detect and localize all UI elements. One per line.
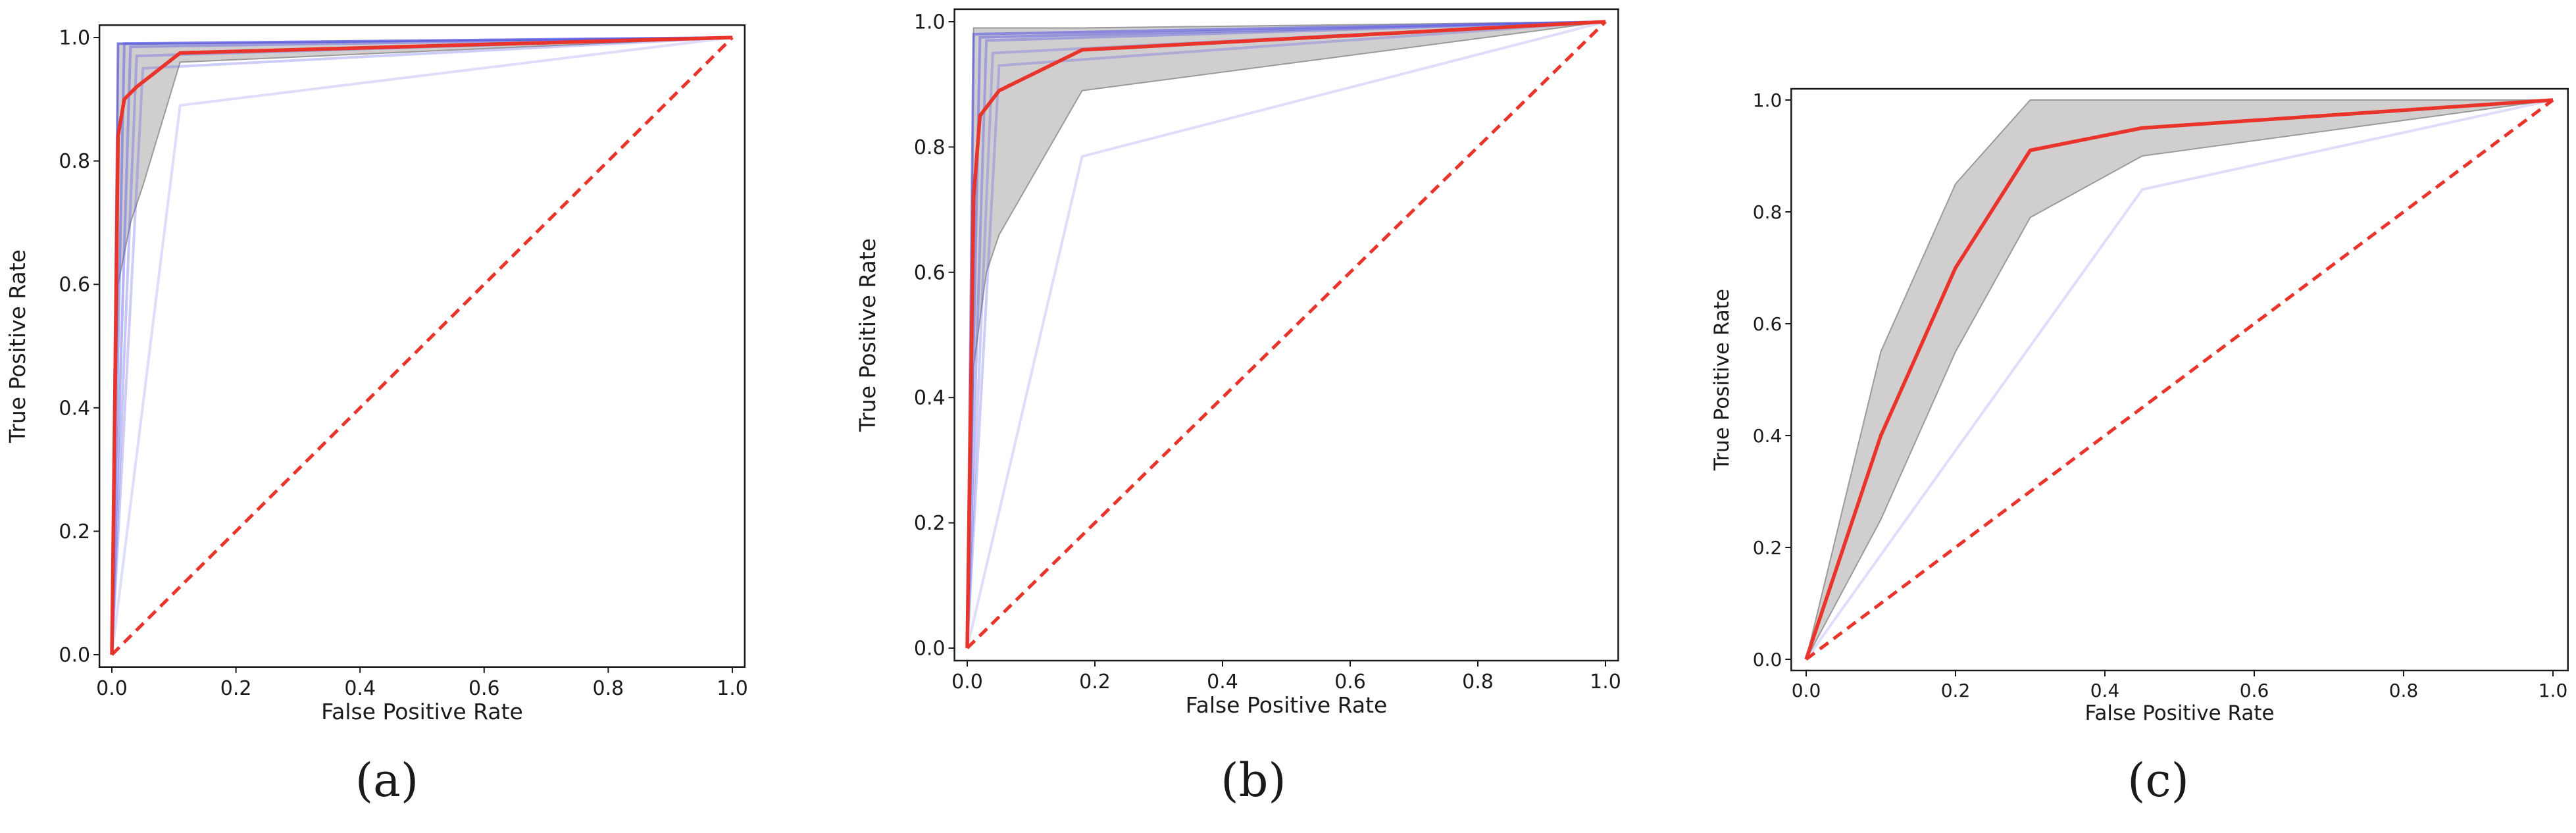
- fold-roc-curve-5: [966, 20, 1606, 649]
- x-tick-label: 1.0: [717, 677, 748, 700]
- x-axis-label: False Positive Rate: [1186, 692, 1388, 718]
- plot-area: [965, 20, 1607, 649]
- y-axis-label: True Positive Rate: [855, 238, 880, 432]
- y-tick-label: 0.4: [1753, 425, 1782, 447]
- fold-roc-curve-3: [966, 20, 1606, 649]
- y-tick-label: 1.0: [1753, 89, 1782, 111]
- plot-area: [110, 36, 734, 656]
- roc-panel-c: 0.0 0.2 0.4 0.6 0.8 1.0 0.0 0.2 0.4 0.6 0.8 1.0 Fals…: [1710, 88, 2569, 807]
- x-tick-label: 0.0: [96, 677, 128, 700]
- x-tick-label: 0.2: [1079, 670, 1111, 694]
- axes-frame: [1790, 88, 2569, 672]
- panel-caption: (b): [1221, 753, 1286, 807]
- fold-roc-curve-6: [111, 36, 733, 655]
- y-tick-label: 0.2: [914, 512, 946, 535]
- fold-roc-curve-6: [966, 20, 1606, 649]
- x-axis-label: False Positive Rate: [2084, 701, 2274, 725]
- mean-roc-curve: [965, 20, 1606, 649]
- y-tick-label: 0.6: [914, 261, 946, 284]
- y-tick-label: 0.6: [59, 274, 90, 297]
- axes-frame: [953, 8, 1619, 662]
- panel-caption: (a): [355, 753, 418, 807]
- x-tick-label: 0.4: [344, 677, 376, 700]
- y-tick-label: 0.8: [59, 150, 90, 173]
- y-tick-label: 0.4: [914, 387, 946, 410]
- y-axis-label: True Positive Rate: [1710, 289, 1734, 471]
- x-axis-label: False Positive Rate: [321, 699, 523, 724]
- y-tick-label: 0.0: [1753, 649, 1782, 670]
- mean-roc-curve: [1804, 98, 2554, 660]
- x-tick-label: 0.6: [1334, 670, 1366, 694]
- x-tick-label: 0.4: [2090, 680, 2120, 701]
- y-axis-label: True Positive Rate: [5, 249, 30, 443]
- y-tick-label: 0.6: [1753, 313, 1782, 335]
- x-tick-label: 1.0: [1590, 670, 1621, 694]
- x-tick-label: 0.2: [220, 677, 252, 700]
- y-tick-label: 0.2: [1753, 537, 1782, 559]
- roc-panel-b: 0.0 0.2 0.4 0.6 0.8 1.0 0.0 0.2 0.4 0.6 0.8 1.0 Fals…: [855, 8, 1621, 807]
- panel-caption: (c): [2127, 753, 2189, 807]
- plot-area: [1804, 98, 2554, 661]
- x-tick-label: 0.6: [468, 677, 500, 700]
- x-tick-label: 0.0: [951, 670, 983, 694]
- x-tick-label: 0.6: [2240, 680, 2269, 701]
- x-tick-label: 0.8: [2389, 680, 2419, 701]
- chance-line: [111, 36, 734, 656]
- y-tick-label: 0.8: [914, 136, 946, 159]
- mean-roc-curve: [110, 36, 733, 655]
- fold-roc-curve-1: [1805, 99, 2554, 661]
- fold-roc-curve-3: [111, 36, 733, 655]
- chance-line: [1805, 98, 2554, 661]
- axes-frame: [98, 24, 746, 669]
- fold-roc-curve-5: [111, 36, 733, 655]
- y-tick-label: 1.0: [59, 27, 90, 50]
- y-tick-label: 1.0: [914, 11, 946, 34]
- y-tick-label: 0.8: [1753, 201, 1782, 223]
- y-tick-label: 0.2: [59, 520, 90, 543]
- x-tick-label: 0.0: [1792, 680, 1821, 701]
- y-tick-label: 0.4: [59, 397, 90, 420]
- roc-panel-a: 0.0 0.2 0.4 0.6 0.8 1.0 0.0 0.2 0.4 0.6 0.8 1.0 Fals…: [5, 24, 748, 807]
- x-tick-label: 0.8: [593, 677, 624, 700]
- x-tick-label: 0.2: [1941, 680, 1971, 701]
- y-tick-label: 0.0: [59, 644, 90, 667]
- y-tick-label: 0.0: [914, 638, 946, 661]
- x-tick-label: 0.4: [1207, 670, 1238, 694]
- x-tick-label: 0.8: [1462, 670, 1494, 694]
- x-tick-label: 1.0: [2538, 680, 2568, 701]
- chance-line: [966, 20, 1607, 649]
